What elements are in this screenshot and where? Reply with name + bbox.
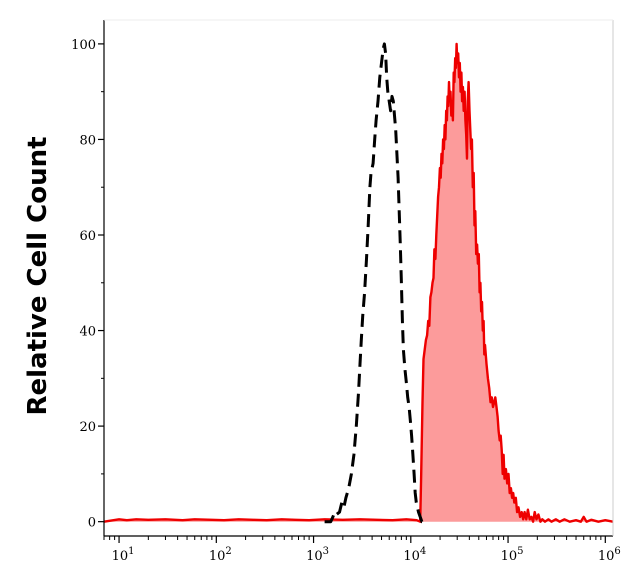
x-tick-label: 101 xyxy=(112,546,135,564)
y-tick-label: 40 xyxy=(79,325,96,340)
y-axis-label: Relative Cell Count xyxy=(23,136,53,415)
x-tick-label: 102 xyxy=(209,546,232,564)
y-tick-label: 0 xyxy=(88,516,96,531)
series-line-solid xyxy=(103,42,614,523)
x-tick-label: 105 xyxy=(501,546,524,564)
y-tick-label: 80 xyxy=(79,133,96,148)
x-tick-label: 104 xyxy=(403,546,426,564)
x-tick-label: 106 xyxy=(598,546,621,564)
y-tick-label: 20 xyxy=(79,420,96,435)
x-tick-label: 103 xyxy=(306,546,329,564)
series-layer xyxy=(103,42,614,524)
series-line-dashed xyxy=(324,42,425,524)
y-tick-label: 100 xyxy=(71,38,96,53)
axes-layer: 0 20 40 60 80 100 101 102 103 104 105 106 xyxy=(71,19,621,564)
y-tick-label: 60 xyxy=(79,229,96,244)
series-fill-solid xyxy=(104,43,613,522)
